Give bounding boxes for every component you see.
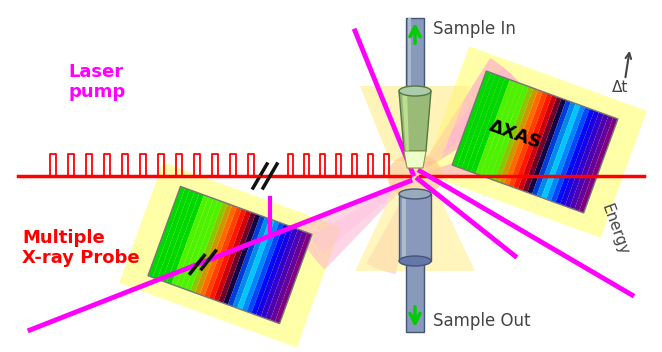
Polygon shape — [485, 83, 524, 179]
Polygon shape — [153, 188, 190, 279]
Polygon shape — [574, 115, 613, 211]
Polygon shape — [167, 193, 204, 284]
Polygon shape — [551, 107, 590, 203]
Polygon shape — [532, 100, 571, 196]
Polygon shape — [223, 214, 260, 305]
Polygon shape — [119, 162, 341, 347]
Polygon shape — [261, 227, 298, 319]
Polygon shape — [399, 91, 431, 151]
Polygon shape — [158, 190, 195, 281]
Polygon shape — [402, 91, 409, 151]
Bar — [406, 18, 424, 91]
Bar — [406, 261, 424, 332]
Polygon shape — [360, 86, 470, 161]
Polygon shape — [457, 73, 496, 169]
Polygon shape — [237, 219, 275, 310]
Polygon shape — [232, 217, 269, 308]
Polygon shape — [355, 191, 475, 271]
Polygon shape — [471, 78, 510, 174]
Polygon shape — [481, 81, 519, 177]
Polygon shape — [181, 199, 218, 289]
Ellipse shape — [399, 256, 431, 266]
Polygon shape — [528, 99, 566, 194]
Text: Sample Out: Sample Out — [433, 312, 530, 330]
Polygon shape — [466, 76, 505, 172]
Polygon shape — [475, 80, 514, 175]
Polygon shape — [311, 176, 415, 253]
Polygon shape — [560, 111, 599, 206]
Polygon shape — [205, 207, 242, 298]
Polygon shape — [415, 67, 524, 176]
Polygon shape — [490, 85, 529, 181]
Polygon shape — [190, 202, 228, 293]
Polygon shape — [542, 103, 581, 199]
Ellipse shape — [399, 86, 431, 96]
Polygon shape — [218, 212, 256, 303]
Polygon shape — [499, 88, 538, 184]
Polygon shape — [569, 114, 608, 209]
Polygon shape — [555, 109, 594, 205]
Polygon shape — [415, 58, 533, 176]
Polygon shape — [270, 231, 307, 322]
Polygon shape — [461, 75, 500, 170]
Polygon shape — [214, 210, 251, 301]
Polygon shape — [242, 221, 279, 312]
Polygon shape — [415, 137, 535, 176]
Polygon shape — [185, 200, 222, 291]
Bar — [399, 194, 431, 261]
Ellipse shape — [400, 163, 430, 189]
Polygon shape — [176, 197, 213, 288]
Polygon shape — [508, 92, 547, 187]
Polygon shape — [265, 229, 303, 320]
Polygon shape — [148, 187, 185, 277]
Polygon shape — [504, 90, 543, 186]
Ellipse shape — [399, 189, 431, 199]
Polygon shape — [546, 105, 585, 201]
Polygon shape — [228, 215, 265, 307]
Polygon shape — [579, 117, 618, 213]
Polygon shape — [404, 151, 426, 168]
Polygon shape — [565, 112, 604, 208]
Polygon shape — [256, 226, 293, 317]
Polygon shape — [423, 46, 647, 238]
Polygon shape — [195, 203, 232, 295]
Polygon shape — [209, 209, 246, 300]
Bar — [402, 194, 406, 261]
Text: Multiple
X-ray Probe: Multiple X-ray Probe — [22, 228, 140, 268]
Polygon shape — [252, 224, 289, 315]
Text: Sample In: Sample In — [433, 20, 516, 38]
Ellipse shape — [387, 153, 442, 199]
Polygon shape — [522, 97, 561, 193]
Polygon shape — [518, 95, 557, 191]
Polygon shape — [162, 191, 199, 283]
Polygon shape — [247, 222, 284, 313]
Polygon shape — [537, 102, 575, 197]
Polygon shape — [367, 176, 415, 274]
Polygon shape — [275, 233, 312, 323]
Polygon shape — [495, 87, 534, 182]
Polygon shape — [452, 71, 491, 167]
Polygon shape — [171, 195, 209, 286]
Polygon shape — [296, 176, 415, 270]
Text: Δt: Δt — [612, 81, 628, 95]
Bar — [408, 18, 411, 91]
Text: ΔXAS: ΔXAS — [487, 117, 544, 153]
Polygon shape — [513, 93, 552, 189]
Text: Energy: Energy — [598, 202, 630, 258]
Polygon shape — [200, 205, 237, 296]
Text: Laser
pump: Laser pump — [68, 63, 125, 101]
